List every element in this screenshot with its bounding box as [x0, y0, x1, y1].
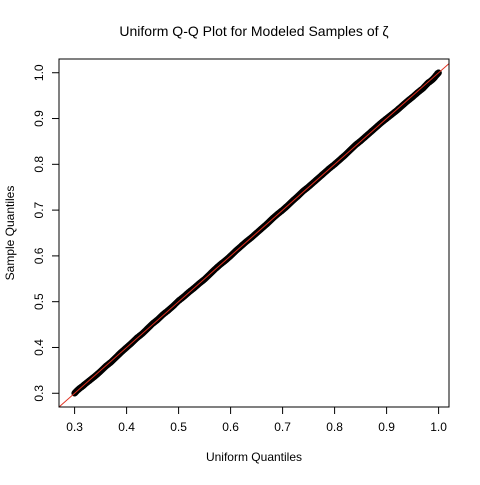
x-tick-label: 0.6: [222, 420, 239, 434]
x-tick-label: 0.4: [118, 420, 135, 434]
x-tick-label: 0.5: [170, 420, 187, 434]
x-tick-label: 0.8: [326, 420, 343, 434]
y-tick-label: 0.8: [32, 156, 46, 173]
x-axis: 0.3 0.4 0.5 0.6 0.7 0.8 0.9 1.0: [66, 406, 447, 434]
y-axis: 0.3 0.4 0.5 0.6 0.7 0.8 0.9 1.0: [32, 64, 60, 402]
y-tick-label: 0.3: [32, 385, 46, 402]
chart-title: Uniform Q-Q Plot for Modeled Samples of …: [119, 23, 388, 39]
y-tick-label: 0.9: [32, 110, 46, 127]
x-tick-label: 0.3: [66, 420, 83, 434]
reference-line-layer: [59, 63, 449, 407]
y-tick-label: 0.7: [32, 201, 46, 218]
y-axis-label: Sample Quantiles: [3, 186, 17, 281]
x-tick-label: 1.0: [430, 420, 447, 434]
y-tick-label: 1.0: [32, 64, 46, 81]
y-tick-label: 0.5: [32, 293, 46, 310]
y-tick-label: 0.4: [32, 339, 46, 356]
x-tick-label: 0.7: [274, 420, 291, 434]
x-axis-label: Uniform Quantiles: [206, 450, 302, 464]
reference-line: [59, 63, 449, 407]
y-tick-label: 0.6: [32, 247, 46, 264]
x-tick-label: 0.9: [378, 420, 395, 434]
